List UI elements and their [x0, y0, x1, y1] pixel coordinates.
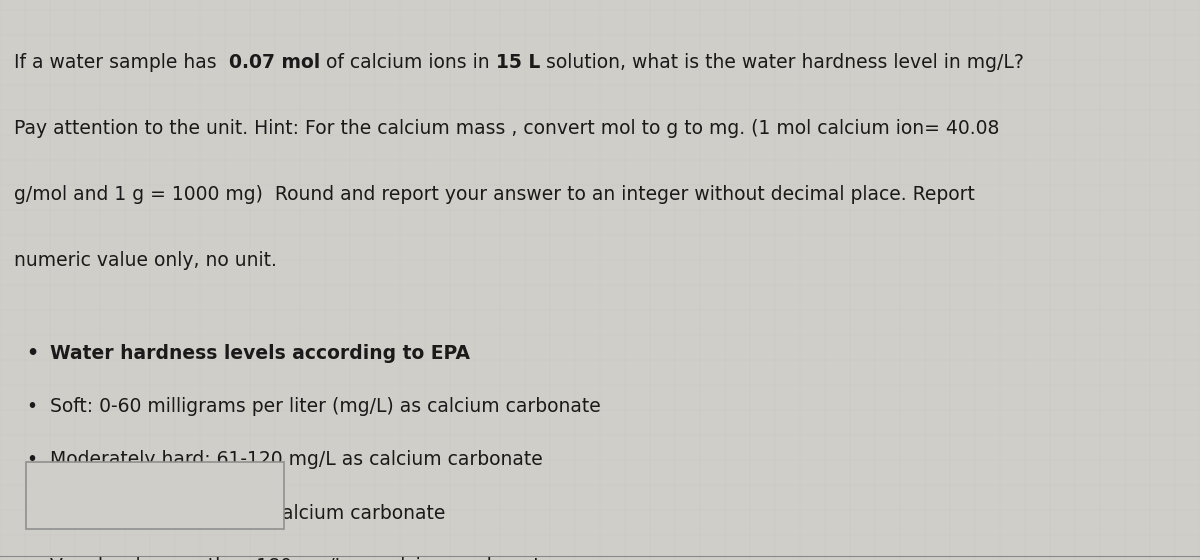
Text: g/mol and 1 g = 1000 mg)  Round and report your answer to an integer without dec: g/mol and 1 g = 1000 mg) Round and repor…	[14, 185, 976, 204]
Text: Moderately hard: 61-120 mg/L as calcium carbonate: Moderately hard: 61-120 mg/L as calcium …	[50, 450, 544, 469]
Text: •: •	[26, 344, 38, 363]
Text: Very hard: more than 180 mg/L as calcium carbonate: Very hard: more than 180 mg/L as calcium…	[50, 557, 552, 560]
Text: Hard: 121-180 mg/L as calcium carbonate: Hard: 121-180 mg/L as calcium carbonate	[50, 503, 445, 522]
Text: Pay attention to the unit. Hint: For the calcium mass , convert mol to g to mg. : Pay attention to the unit. Hint: For the…	[14, 119, 1000, 138]
Text: •: •	[26, 397, 37, 416]
Text: If a water sample has: If a water sample has	[14, 53, 229, 72]
Text: of calcium ions in: of calcium ions in	[320, 53, 496, 72]
Text: •: •	[26, 503, 37, 522]
Text: solution, what is the water hardness level in mg/L?: solution, what is the water hardness lev…	[540, 53, 1024, 72]
Text: Soft: 0-60 milligrams per liter (mg/L) as calcium carbonate: Soft: 0-60 milligrams per liter (mg/L) a…	[50, 397, 601, 416]
FancyBboxPatch shape	[26, 462, 284, 529]
Text: numeric value only, no unit.: numeric value only, no unit.	[14, 251, 277, 270]
Text: 15 L: 15 L	[496, 53, 540, 72]
Text: •: •	[26, 450, 37, 469]
Text: •: •	[26, 557, 37, 560]
Text: Water hardness levels according to EPA: Water hardness levels according to EPA	[50, 344, 470, 363]
Text: 0.07 mol: 0.07 mol	[229, 53, 320, 72]
